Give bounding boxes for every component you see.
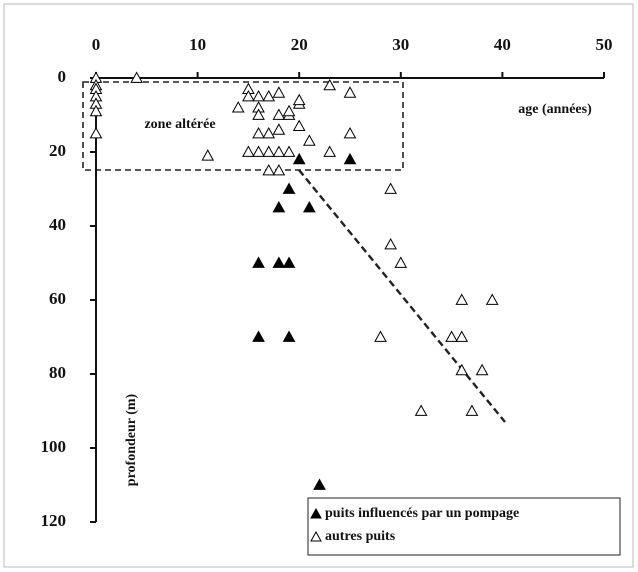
point: [343, 152, 357, 165]
legend-marker: [310, 530, 322, 542]
legend-box: [307, 497, 621, 556]
legend-label: autres puits: [325, 529, 396, 544]
point: [272, 86, 286, 98]
point: [262, 126, 276, 139]
x-tick-label: 20: [291, 35, 308, 54]
point: [282, 256, 296, 268]
y-tick-label: 80: [49, 363, 66, 382]
point: [262, 89, 276, 102]
x-tick-label: 40: [494, 35, 511, 54]
point: [282, 330, 296, 342]
point: [282, 104, 296, 117]
point: [303, 134, 316, 146]
y-tick-label: 60: [49, 289, 66, 308]
point: [323, 145, 337, 157]
point: [252, 89, 265, 102]
point: [252, 108, 265, 120]
annotation: zone altérée: [144, 117, 215, 132]
point: [303, 200, 316, 213]
point: [89, 104, 103, 117]
point: [292, 93, 306, 106]
point: [252, 330, 265, 342]
legend-label: puits influencés par un pompage: [325, 506, 519, 521]
point: [262, 163, 276, 176]
point: [231, 101, 245, 113]
point: [252, 145, 265, 157]
point: [374, 330, 387, 342]
point: [343, 126, 357, 139]
x-tick-label: 30: [392, 35, 409, 54]
zone-box: [82, 81, 404, 171]
point: [343, 86, 357, 98]
point: [445, 330, 458, 342]
point: [465, 404, 479, 416]
point: [455, 293, 469, 305]
trend-line: [298, 169, 506, 423]
y-tick-label: 0: [58, 67, 67, 86]
point: [394, 256, 408, 268]
point: [262, 145, 276, 157]
point: [130, 71, 143, 83]
x-tick-label: 0: [92, 35, 101, 54]
point: [384, 237, 397, 250]
point: [242, 89, 255, 102]
legend-marker: [310, 507, 322, 519]
point: [272, 163, 286, 176]
point: [272, 145, 286, 157]
point: [242, 145, 255, 157]
y-tick-label: 40: [49, 215, 66, 234]
point: [252, 256, 265, 268]
x-tick-label: 50: [596, 35, 613, 54]
x-axis-label: age (années): [518, 102, 592, 117]
point: [89, 126, 103, 139]
point: [272, 256, 286, 268]
point: [455, 330, 469, 342]
point: [201, 149, 215, 161]
point: [272, 108, 286, 120]
y-tick-label: 20: [49, 141, 66, 160]
y-tick-label: 100: [41, 437, 67, 456]
point: [292, 152, 306, 165]
point: [272, 200, 286, 213]
point: [455, 363, 469, 376]
point: [384, 182, 397, 194]
frame: [3, 3, 634, 568]
point: [323, 78, 337, 91]
point: [313, 478, 326, 490]
y-axis-label: profondeur (m): [124, 393, 139, 486]
point: [292, 119, 306, 131]
point: [475, 363, 489, 376]
point: [252, 126, 265, 139]
point: [282, 145, 296, 157]
point: [414, 404, 428, 416]
x-tick-label: 10: [189, 35, 206, 54]
point: [485, 293, 499, 305]
point: [282, 182, 296, 194]
y-tick-label: 120: [41, 511, 67, 530]
point: [272, 123, 286, 135]
